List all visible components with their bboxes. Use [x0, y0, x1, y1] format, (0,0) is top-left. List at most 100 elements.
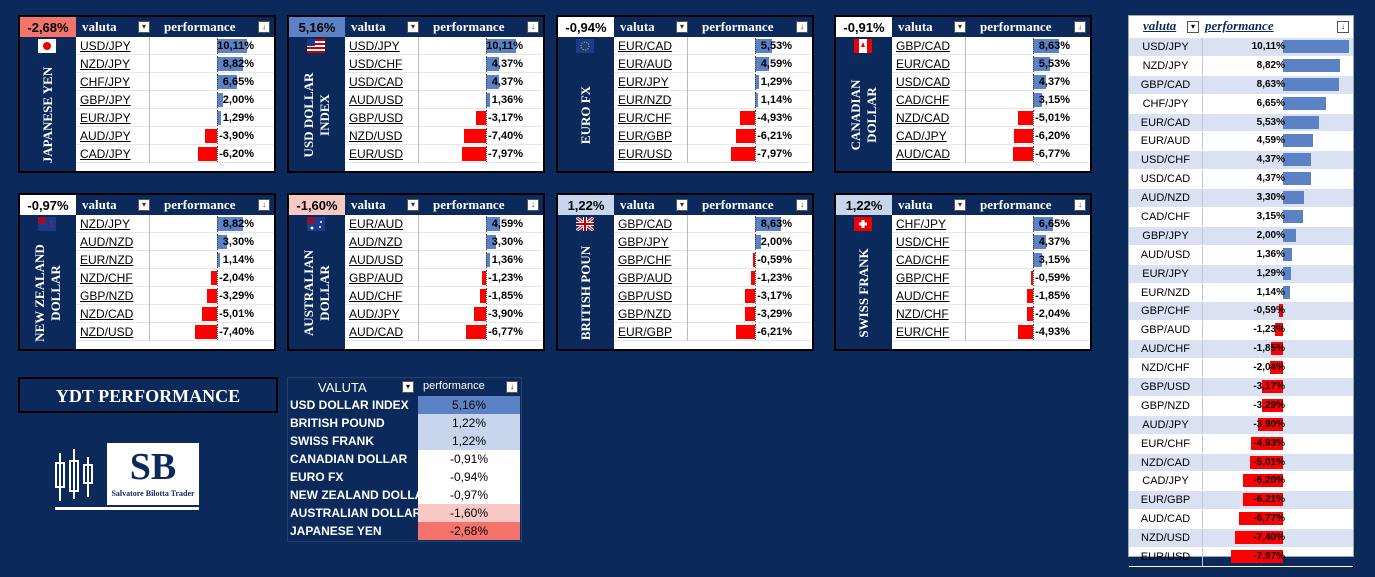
pair-link[interactable]: NZD/USD	[347, 127, 419, 145]
pair-link[interactable]: EUR/CHF	[894, 323, 966, 341]
pair-link[interactable]: GBP/JPY	[78, 91, 150, 109]
header-performance[interactable]: performance	[433, 197, 505, 212]
pair-link[interactable]: USD/CAD	[894, 73, 966, 91]
sort-filter-icon[interactable]: ↓	[1074, 199, 1086, 211]
pair-link[interactable]: EUR/AUD	[616, 55, 688, 73]
summary-header-performance[interactable]: performance	[423, 380, 485, 392]
pair-link[interactable]: AUD/CHF	[894, 287, 966, 305]
performance-bar	[486, 235, 496, 249]
sort-filter-icon[interactable]: ↓	[527, 21, 539, 33]
pair-link[interactable]: EUR/GBP	[616, 127, 688, 145]
header-valuta[interactable]: valuta	[898, 197, 933, 212]
pair-link[interactable]: GBP/CHF	[616, 251, 688, 269]
pair-link[interactable]: AUD/JPY	[78, 127, 150, 145]
filter-dropdown-icon[interactable]: ▾	[676, 21, 688, 33]
pair-link[interactable]: AUD/CAD	[894, 145, 966, 163]
header-performance[interactable]: performance	[980, 197, 1052, 212]
pair-link[interactable]: USD/JPY	[78, 37, 150, 55]
filter-dropdown-icon[interactable]: ▾	[407, 199, 419, 211]
header-valuta[interactable]: valuta	[620, 197, 655, 212]
pair-link[interactable]: AUD/USD	[347, 251, 419, 269]
header-valuta[interactable]: valuta	[82, 197, 117, 212]
pair-link[interactable]: EUR/USD	[616, 145, 688, 163]
pair-link[interactable]: AUD/JPY	[347, 305, 419, 323]
pair-link[interactable]: AUD/USD	[347, 91, 419, 109]
header-valuta[interactable]: valuta	[898, 19, 933, 34]
pair-link[interactable]: AUD/NZD	[78, 233, 150, 251]
sort-filter-icon[interactable]: ↓	[796, 199, 808, 211]
table-row: GBP/USD -3,17%	[345, 109, 543, 127]
pair-link[interactable]: AUD/CAD	[347, 323, 419, 341]
pair-link[interactable]: EUR/JPY	[616, 73, 688, 91]
pair-link[interactable]: CAD/JPY	[894, 127, 966, 145]
sort-filter-icon[interactable]: ↓	[1337, 21, 1349, 33]
header-performance[interactable]: performance	[702, 197, 774, 212]
filter-dropdown-icon[interactable]: ▾	[407, 21, 419, 33]
pair-link[interactable]: EUR/CAD	[616, 37, 688, 55]
pair-link[interactable]: NZD/JPY	[78, 55, 150, 73]
header-valuta[interactable]: valuta	[620, 19, 655, 34]
pair-link[interactable]: USD/CHF	[347, 55, 419, 73]
filter-dropdown-icon[interactable]: ▾	[954, 21, 966, 33]
pair-link[interactable]: GBP/NZD	[78, 287, 150, 305]
filter-dropdown-icon[interactable]: ▾	[138, 21, 150, 33]
pair-link[interactable]: GBP/JPY	[616, 233, 688, 251]
pair-link[interactable]: GBP/USD	[616, 287, 688, 305]
pair-link[interactable]: EUR/GBP	[616, 323, 688, 341]
pair-link[interactable]: EUR/AUD	[347, 215, 419, 233]
ranking-header-performance[interactable]: performance	[1205, 18, 1274, 33]
pair-link[interactable]: CAD/CHF	[894, 91, 966, 109]
header-valuta[interactable]: valuta	[82, 19, 117, 34]
pair-link[interactable]: GBP/AUD	[347, 269, 419, 287]
pair-link[interactable]: NZD/USD	[78, 323, 150, 341]
pair-link[interactable]: NZD/CHF	[894, 305, 966, 323]
sort-filter-icon[interactable]: ↓	[1074, 21, 1086, 33]
pair-link[interactable]: GBP/CAD	[616, 215, 688, 233]
pair-link[interactable]: CAD/CHF	[894, 251, 966, 269]
header-valuta[interactable]: valuta	[351, 19, 386, 34]
pair-link[interactable]: USD/CAD	[347, 73, 419, 91]
header-performance[interactable]: performance	[702, 19, 774, 34]
header-valuta[interactable]: valuta	[351, 197, 386, 212]
pair-link[interactable]: GBP/CHF	[894, 269, 966, 287]
pair-link[interactable]: NZD/CAD	[894, 109, 966, 127]
header-performance[interactable]: performance	[980, 19, 1052, 34]
sort-filter-icon[interactable]: ↓	[258, 199, 270, 211]
ranking-header-valuta[interactable]: valuta	[1143, 18, 1177, 33]
pair-link[interactable]: CAD/JPY	[78, 145, 150, 163]
pair-link[interactable]: EUR/JPY	[78, 109, 150, 127]
table-row: AUD/NZD 3,30%	[76, 233, 274, 251]
pair-link[interactable]: AUD/CHF	[347, 287, 419, 305]
filter-dropdown-icon[interactable]: ▾	[676, 199, 688, 211]
pair-link[interactable]: USD/JPY	[347, 37, 419, 55]
pair-link[interactable]: CHF/JPY	[78, 73, 150, 91]
pair-link[interactable]: NZD/CHF	[78, 269, 150, 287]
filter-dropdown-icon[interactable]: ▾	[1187, 21, 1199, 33]
pair-link[interactable]: EUR/USD	[347, 145, 419, 163]
header-performance[interactable]: performance	[164, 197, 236, 212]
pair-link[interactable]: GBP/NZD	[616, 305, 688, 323]
filter-dropdown-icon[interactable]: ▾	[138, 199, 150, 211]
header-performance[interactable]: performance	[164, 19, 236, 34]
pair-link[interactable]: GBP/USD	[347, 109, 419, 127]
pair-link[interactable]: EUR/CHF	[616, 109, 688, 127]
pair-link[interactable]: USD/CHF	[894, 233, 966, 251]
filter-dropdown-icon[interactable]: ▾	[954, 199, 966, 211]
pair-link[interactable]: NZD/CAD	[78, 305, 150, 323]
australia-flag-icon	[307, 217, 325, 231]
pair-link[interactable]: EUR/NZD	[616, 91, 688, 109]
header-performance[interactable]: performance	[433, 19, 505, 34]
sort-filter-icon[interactable]: ↓	[527, 199, 539, 211]
sort-filter-icon[interactable]: ↓	[506, 381, 518, 393]
filter-dropdown-icon[interactable]: ▾	[402, 381, 414, 393]
pair-link[interactable]: GBP/CAD	[894, 37, 966, 55]
pair-link[interactable]: EUR/CAD	[894, 55, 966, 73]
sort-filter-icon[interactable]: ↓	[258, 21, 270, 33]
sort-filter-icon[interactable]: ↓	[796, 21, 808, 33]
pair-link[interactable]: CHF/JPY	[894, 215, 966, 233]
pair-link[interactable]: AUD/NZD	[347, 233, 419, 251]
summary-header-valuta[interactable]: VALUTA	[318, 380, 367, 395]
pair-link[interactable]: EUR/NZD	[78, 251, 150, 269]
pair-link[interactable]: GBP/AUD	[616, 269, 688, 287]
pair-link[interactable]: NZD/JPY	[78, 215, 150, 233]
